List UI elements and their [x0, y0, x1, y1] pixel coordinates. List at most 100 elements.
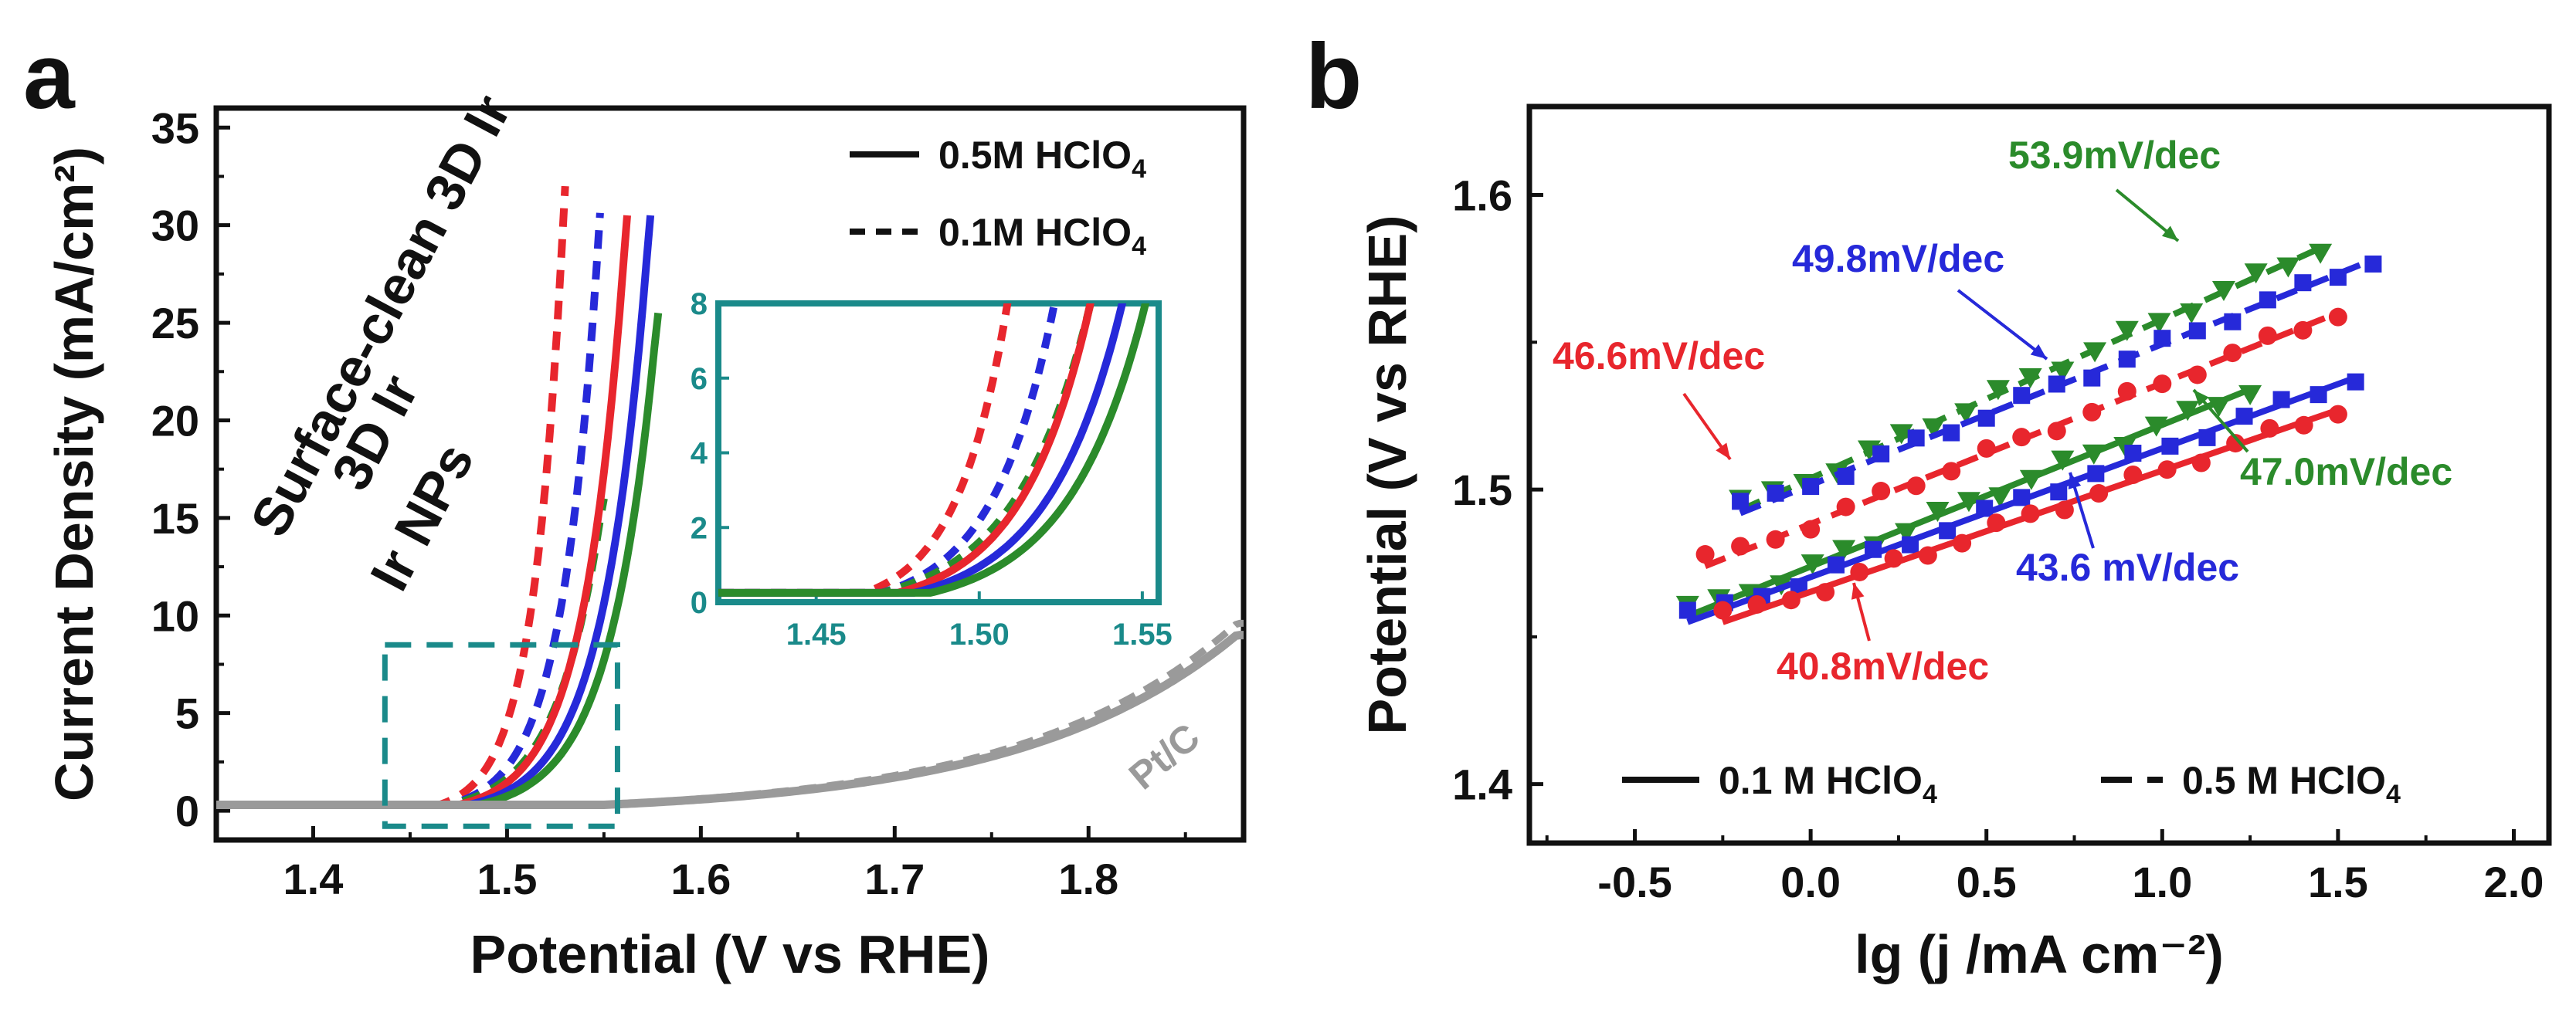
- data-point-square: [1837, 467, 1855, 485]
- data-point-circle: [1953, 533, 1972, 553]
- data-point-square: [1732, 493, 1750, 510]
- data-point-circle: [1801, 520, 1821, 539]
- data-point-circle: [2047, 422, 2066, 441]
- data-point-circle: [2191, 453, 2211, 472]
- y-tick-label: 1.6: [1452, 171, 1512, 219]
- panel-b-chart: -0.5 0.0 0.5 1.0 1.5 2.0 1.4 1.5 1.6 Potential (V…: [1357, 103, 2552, 984]
- data-point-square: [1828, 556, 1845, 574]
- annotation-arrowhead: [2194, 390, 2209, 406]
- data-point-triangle: [2244, 263, 2268, 284]
- data-point-triangle: [2211, 281, 2235, 302]
- series-ptc-dashed: [216, 619, 1244, 808]
- data-point-triangle: [1922, 418, 1946, 439]
- data-point-circle: [2012, 428, 2031, 447]
- data-point-square: [2347, 373, 2364, 391]
- data-point-square: [2013, 387, 2031, 405]
- data-point-square: [1767, 484, 1784, 502]
- data-point-square: [1907, 429, 1925, 447]
- y-tick-label: 1.5: [1452, 466, 1512, 514]
- inset-series-line: [718, 303, 1150, 597]
- data-point-circle: [1942, 462, 1961, 481]
- plot-frame: [213, 105, 1247, 843]
- data-point-square: [2364, 255, 2382, 273]
- data-point-square: [2087, 465, 2105, 483]
- data-point-triangle: [2180, 303, 2204, 324]
- data-point-triangle: [2147, 313, 2171, 334]
- inset-y-tick-label: 0: [691, 586, 708, 620]
- data-point-circle: [2258, 326, 2277, 345]
- inset-x-tick-label: 1.55: [1112, 618, 1173, 652]
- series-group: [1678, 373, 2364, 625]
- x-tick-label: 1.4: [283, 855, 344, 903]
- data-point-triangle: [2019, 469, 2043, 490]
- data-point-circle: [2328, 307, 2347, 327]
- data-point-circle: [2157, 460, 2177, 479]
- data-point-circle: [1695, 545, 1715, 564]
- data-point-square: [2083, 369, 2101, 387]
- series-group: [1713, 405, 2347, 625]
- data-point-circle: [2223, 344, 2242, 363]
- x-tick-label: 1.8: [1058, 855, 1118, 903]
- inset-y-tick-label: 6: [691, 362, 708, 396]
- data-point-square: [2118, 351, 2136, 368]
- legend-dashed-label: 0.1M HClO4: [938, 211, 1146, 261]
- y-tick-label: 5: [175, 689, 199, 738]
- x-tick-label: 0.0: [1780, 858, 1841, 906]
- data-point-triangle: [2144, 416, 2168, 437]
- annotation-arrowhead: [1716, 442, 1730, 459]
- legend: 0.1 M HClO4 0.5 M HClO4: [1622, 759, 2401, 809]
- data-point-square: [2198, 428, 2216, 446]
- data-point-circle: [1747, 594, 1767, 614]
- data-point-triangle: [1832, 540, 1856, 560]
- data-point-circle: [1850, 562, 1869, 581]
- inset-x-tick-label: 1.45: [786, 618, 847, 652]
- x-tick-label: -0.5: [1597, 858, 1672, 906]
- x-axis-title: Potential (V vs RHE): [470, 924, 990, 984]
- data-point-circle: [1872, 482, 1891, 501]
- data-point-triangle: [1926, 502, 1950, 523]
- y-tick-label: 35: [151, 103, 199, 152]
- data-point-triangle: [2238, 384, 2262, 405]
- data-point-triangle: [2051, 450, 2075, 471]
- tafel-label-40-8: 40.8mV/dec: [1777, 645, 1989, 688]
- panel-label-b: b: [1305, 25, 1362, 128]
- data-point-circle: [1731, 537, 1750, 556]
- inset-series-line: [718, 303, 1012, 597]
- annotation-arrow: [1957, 289, 2048, 361]
- data-point-circle: [1987, 513, 2006, 533]
- data-point-triangle: [1800, 554, 1824, 575]
- data-point-triangle: [1988, 487, 2012, 508]
- data-point-square: [1976, 500, 1994, 517]
- data-point-triangle: [2083, 342, 2107, 363]
- data-point-triangle: [2082, 444, 2106, 465]
- inset-curves: [718, 303, 1150, 597]
- annotation-arrowhead: [2161, 225, 2178, 241]
- inset-series-line: [718, 303, 1095, 597]
- data-point-circle: [2021, 504, 2040, 523]
- inset: 1.45 1.50 1.55 0 2 4 6 8: [691, 287, 1173, 652]
- tafel-label-53-9: 53.9mV/dec: [2008, 134, 2221, 177]
- data-point-square: [1872, 445, 1890, 462]
- legend-solid-label: 0.1 M HClO4: [1719, 759, 1937, 809]
- data-point-circle: [1884, 549, 1903, 568]
- data-point-square: [2294, 274, 2312, 292]
- data-point-triangle: [1957, 492, 1980, 513]
- data-point-square: [1802, 478, 1820, 496]
- inset-x-tick-label: 1.50: [949, 618, 1010, 652]
- data-point-triangle: [2018, 367, 2042, 388]
- x-tick-label: 1.0: [2132, 858, 2192, 906]
- data-point-circle: [2153, 374, 2172, 394]
- data-point-square: [2235, 408, 2253, 425]
- data-point-square: [2188, 322, 2206, 340]
- annotation-arrowhead: [2068, 472, 2082, 489]
- inset-y-tick-label: 8: [691, 287, 708, 321]
- series-group: [1695, 307, 2347, 570]
- data-point-circle: [1977, 439, 1996, 458]
- data-point-square: [2161, 437, 2179, 455]
- tafel-label-49-8: 49.8mV/dec: [1792, 237, 2004, 280]
- data-point-triangle: [1895, 523, 1919, 544]
- y-axis-title: Potential (V vs RHE): [1357, 215, 1417, 735]
- data-point-circle: [2260, 418, 2279, 438]
- data-point-triangle: [2309, 243, 2333, 264]
